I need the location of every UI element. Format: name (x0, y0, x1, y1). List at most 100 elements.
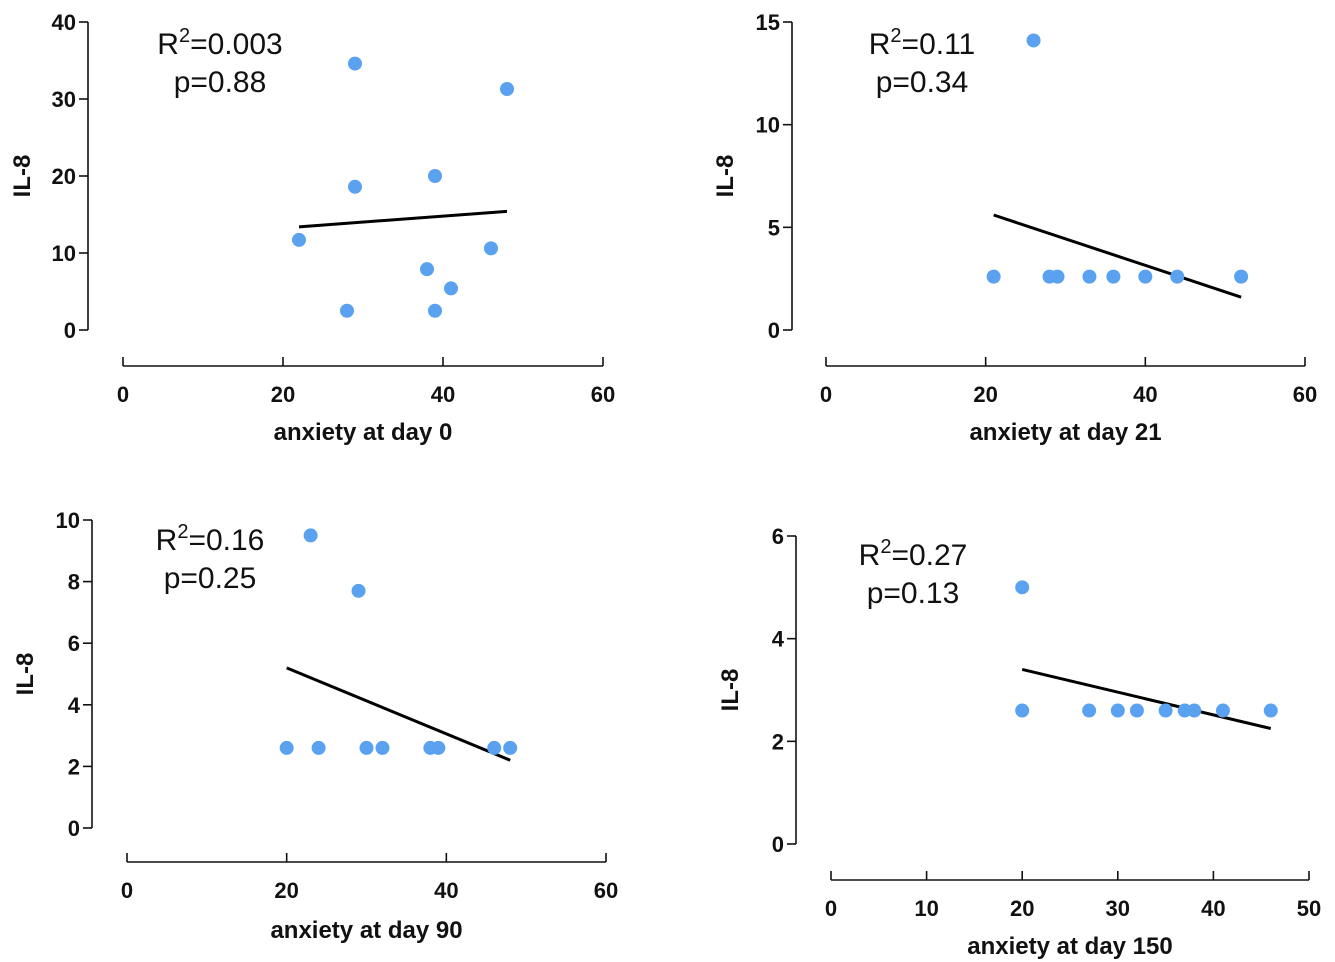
x-tick-label: 40 (1201, 896, 1225, 921)
regression-line (286, 666, 511, 762)
y-tick-label: 15 (756, 10, 780, 35)
x-axis-label: anxiety at day 0 (274, 419, 453, 446)
y-axis-label: IL-8 (12, 653, 39, 696)
x-tick-label: 60 (1293, 382, 1317, 407)
r-symbol: R (156, 524, 178, 557)
y-tick-label: 0 (772, 832, 784, 857)
r-squared-annotation: R2=0.16 (156, 521, 265, 557)
data-point (303, 528, 318, 543)
chart-panel-2: 0 20 40 60 0 5 10 15 anxiety at day 21 IL-8 R2=0.1… (712, 10, 1317, 446)
data-point (1129, 703, 1144, 718)
data-point (986, 269, 1001, 284)
x-tick-label: 20 (274, 878, 298, 903)
x-tick-label: 20 (271, 382, 295, 407)
y-tick-label: 10 (756, 113, 780, 138)
y-tick-label: 0 (68, 816, 80, 841)
x-axis-label: anxiety at day 90 (270, 917, 462, 944)
y-tick-label: 20 (52, 164, 76, 189)
p-value-annotation: p=0.34 (876, 66, 969, 99)
y-axis-label: IL-8 (712, 155, 739, 198)
r-superscript: 2 (177, 521, 188, 543)
y-tick-label: 30 (52, 87, 76, 112)
y-tick-label: 0 (64, 318, 76, 343)
r-squared-value: =0.003 (190, 28, 283, 61)
data-point (1110, 703, 1125, 718)
data-point (1170, 269, 1185, 284)
data-point (1082, 703, 1097, 718)
data-point (1158, 703, 1173, 718)
data-point (292, 232, 306, 247)
x-tick-label: 40 (434, 878, 458, 903)
x-tick-label: 20 (973, 382, 997, 407)
x-tick-label: 0 (825, 896, 837, 921)
y-tick-label: 2 (772, 729, 784, 754)
data-point (1234, 269, 1249, 284)
data-point (375, 740, 390, 755)
x-axis-label: anxiety at day 150 (967, 933, 1172, 960)
x-axis-label: anxiety at day 21 (969, 419, 1161, 446)
data-point (1015, 703, 1030, 718)
x-tick-label: 40 (1133, 382, 1157, 407)
data-point (348, 179, 362, 194)
y-tick-label: 5 (768, 215, 780, 240)
r-squared-value: =0.16 (188, 524, 264, 557)
y-tick-label: 8 (68, 570, 80, 595)
data-point (348, 56, 362, 71)
x-tick-label: 0 (117, 382, 129, 407)
regression-line (993, 213, 1242, 299)
y-tick-label: 6 (772, 524, 784, 549)
data-point (1138, 269, 1153, 284)
r-squared-value: =0.27 (891, 539, 967, 572)
r-superscript: 2 (890, 25, 901, 47)
data-point (1082, 269, 1097, 284)
data-point (1015, 580, 1030, 595)
data-point (428, 303, 442, 318)
r-squared-value: =0.11 (902, 28, 976, 61)
x-tick-label: 40 (431, 382, 455, 407)
data-point (1215, 703, 1230, 718)
y-tick-label: 10 (56, 508, 80, 533)
y-tick-label: 4 (68, 693, 81, 718)
r-symbol: R (157, 28, 179, 61)
data-point (1026, 33, 1041, 48)
y-tick-label: 40 (52, 10, 76, 35)
y-tick-label: 10 (52, 241, 76, 266)
r-squared-annotation: R2=0.27 (859, 536, 968, 572)
r-squared-annotation: R2=0.003 (157, 25, 282, 61)
y-tick-label: 6 (68, 631, 80, 656)
r-superscript: 2 (179, 25, 190, 47)
data-point (1106, 269, 1121, 284)
data-point (1187, 703, 1202, 718)
data-point (359, 740, 374, 755)
x-tick-label: 60 (591, 382, 615, 407)
x-tick-label: 30 (1106, 896, 1130, 921)
y-axis-label: IL-8 (717, 669, 744, 712)
data-point (444, 281, 458, 296)
regression-line (298, 209, 508, 229)
p-value-annotation: p=0.13 (867, 577, 960, 610)
data-point (311, 740, 326, 755)
y-axis-label: IL-8 (9, 155, 36, 198)
r-superscript: 2 (880, 536, 891, 558)
data-point (420, 262, 434, 277)
r-symbol: R (869, 28, 891, 61)
x-tick-label: 10 (914, 896, 938, 921)
x-tick-label: 0 (820, 382, 832, 407)
y-tick-label: 0 (768, 318, 780, 343)
y-tick-label: 2 (68, 754, 80, 779)
p-value-annotation: p=0.88 (174, 66, 267, 99)
data-point (340, 303, 354, 318)
data-point (428, 169, 442, 183)
data-point (503, 740, 518, 755)
x-tick-label: 20 (1010, 896, 1034, 921)
r-squared-annotation: R2=0.11 (869, 25, 975, 61)
x-tick-label: 50 (1297, 896, 1321, 921)
r-symbol: R (859, 539, 881, 572)
data-point (351, 583, 366, 598)
data-point (1263, 703, 1278, 718)
regression-line (1021, 668, 1272, 730)
data-point (1050, 269, 1065, 284)
